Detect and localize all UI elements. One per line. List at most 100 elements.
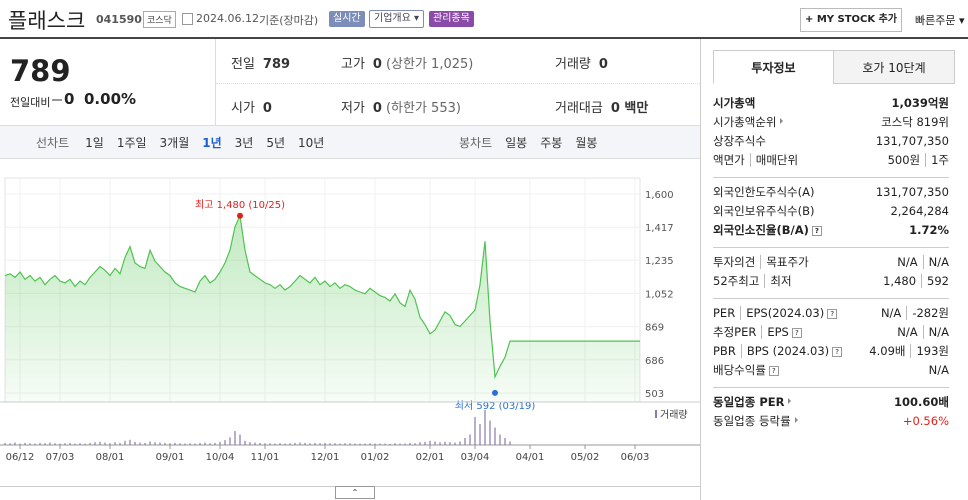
volume-bar xyxy=(329,443,331,445)
period-link[interactable]: 주봉 xyxy=(540,136,563,150)
volume-bar xyxy=(389,443,391,445)
label-part: 상장주식수 xyxy=(713,134,766,148)
info-row: 52주최고 최저 1,480 592 xyxy=(713,272,949,291)
x-tick-label: 06/12 xyxy=(6,452,35,463)
volume-bar xyxy=(299,442,301,445)
x-tick-label: 03/04 xyxy=(461,452,490,463)
label-part: 배당수익률 xyxy=(713,363,766,377)
info-row: 배당수익률? N/A xyxy=(713,361,949,380)
collapse-button[interactable]: ⌃ xyxy=(335,486,375,499)
volume-bar xyxy=(39,442,41,445)
label-part: 52주최고 xyxy=(713,274,760,288)
help-icon: ? xyxy=(791,328,802,338)
y-tick-label: 503 xyxy=(645,389,664,400)
volume-bar xyxy=(429,440,431,445)
quick-order[interactable]: 빠른주문 ▾ xyxy=(915,14,965,27)
label-part: 액면가 xyxy=(713,153,745,167)
value-part: N/A xyxy=(922,255,949,269)
volume-bar xyxy=(9,443,11,445)
value-part: +0.56% xyxy=(902,414,949,428)
period-link[interactable]: 1년 xyxy=(202,136,222,150)
volume-bar xyxy=(369,443,371,445)
managed-badge[interactable]: 관리종목 xyxy=(429,11,474,27)
value-part: 코스닥 819위 xyxy=(881,115,949,129)
info-value: 1.72% xyxy=(909,221,949,240)
volume-bar xyxy=(274,443,276,445)
info-row: 동일업종 등락률 +0.56% xyxy=(713,412,949,431)
y-tick-label: 1,600 xyxy=(645,190,674,201)
value-part: 500원 xyxy=(887,153,921,167)
volume-bar xyxy=(144,442,146,445)
low-label: 최저 592 (03/19) xyxy=(455,400,536,412)
realtime-badge[interactable]: 실시간 xyxy=(329,11,365,27)
value-part: N/A xyxy=(928,363,949,377)
value-part: 1,480 xyxy=(883,274,917,288)
volume-bar xyxy=(249,442,251,445)
summary-value: 0 xyxy=(262,101,272,116)
summary-item: 거래량 0 xyxy=(555,53,608,72)
help-icon: ? xyxy=(832,347,843,357)
company-badge[interactable]: 기업개요 ▾ xyxy=(369,10,425,28)
volume-bar xyxy=(339,443,341,445)
market-badge: 코스닥 xyxy=(143,11,176,28)
help-icon: ? xyxy=(768,366,779,376)
volume-bar xyxy=(314,442,316,445)
period-link[interactable]: 3개월 xyxy=(159,136,190,150)
info-value: 100.60배 xyxy=(894,393,949,412)
volume-bar xyxy=(164,442,166,445)
volume-bar xyxy=(374,443,376,445)
volume-bar xyxy=(494,427,496,445)
high-label: 최고 1,480 (10/25) xyxy=(195,199,285,211)
mystock-button[interactable]: + MY STOCK 추가 xyxy=(800,8,902,32)
volume-bar xyxy=(309,443,311,445)
volume-bar xyxy=(199,442,201,445)
label-part: 동일업종 등락률 xyxy=(713,414,791,428)
x-tick-label: 09/01 xyxy=(156,452,185,463)
volume-bar xyxy=(354,443,356,445)
volume-bar xyxy=(184,443,186,445)
period-link[interactable]: 월봉 xyxy=(575,136,598,150)
volume-bar xyxy=(234,431,236,445)
period-link[interactable]: 일봉 xyxy=(505,136,528,150)
orderbook-tab[interactable]: 호가 10단계 xyxy=(833,50,955,84)
summary-label: 전일 xyxy=(231,57,255,72)
x-tick-label: 08/01 xyxy=(96,452,125,463)
summary-label: 시가 xyxy=(231,101,255,116)
volume-bar xyxy=(94,442,96,445)
period-link[interactable]: 1일 xyxy=(85,136,104,150)
company-badge-text: 기업개요 xyxy=(374,13,411,24)
header-rule xyxy=(0,37,968,39)
info-value: N/A N/A xyxy=(897,253,949,272)
volume-bar xyxy=(434,441,436,445)
volume-bar xyxy=(29,443,31,445)
info-tab[interactable]: 투자정보 xyxy=(713,50,834,84)
high-marker xyxy=(237,212,243,219)
chart: 1,600 1,417 1,235 1,052 869 686 503 06/12 07/03 0… xyxy=(0,177,700,463)
period-link[interactable]: 10년 xyxy=(298,136,325,150)
current-price: 789 xyxy=(10,54,71,88)
info-group: 시가총액 1,039억원 시가총액순위 코스닥 819위 상장주식수 131,707,35… xyxy=(713,89,949,178)
volume-bar xyxy=(324,442,326,445)
period-link[interactable]: 1주일 xyxy=(116,136,147,150)
volume-bar xyxy=(384,443,386,445)
value-part: N/A xyxy=(922,325,949,339)
date: 2024.06.12 xyxy=(196,12,259,25)
info-value: 2,264,284 xyxy=(890,202,949,221)
value-part: 131,707,350 xyxy=(875,185,949,199)
info-value: N/A -282원 xyxy=(881,304,949,323)
period-link[interactable]: 3년 xyxy=(234,136,254,150)
y-tick-label: 1,417 xyxy=(645,223,674,234)
info-value: 1,039억원 xyxy=(891,94,949,113)
value-part: -282원 xyxy=(906,306,949,320)
period-link[interactable]: 5년 xyxy=(266,136,286,150)
volume-bar xyxy=(259,442,261,445)
label-part: PER xyxy=(713,306,736,320)
volume-bar xyxy=(209,443,211,445)
x-tick-label: 05/02 xyxy=(571,452,600,463)
panel-divider xyxy=(700,39,701,500)
volume-bar xyxy=(149,441,151,445)
value-part: 100.60배 xyxy=(894,395,949,409)
volume-bar xyxy=(174,442,176,445)
y-tick-label: 1,052 xyxy=(645,289,674,300)
